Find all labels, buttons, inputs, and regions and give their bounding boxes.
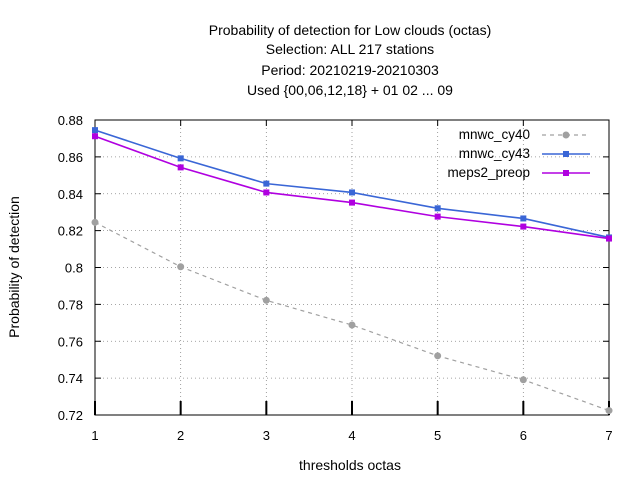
data-point-mnwc_cy43: [434, 205, 441, 212]
x-tick-label: 2: [177, 428, 184, 443]
data-point-mnwc_cy43: [520, 215, 527, 222]
data-point-meps2_preop: [606, 235, 612, 242]
data-point-mnwc_cy43: [177, 155, 184, 162]
data-point-meps2_preop: [349, 199, 355, 206]
plot-border: [94, 119, 610, 416]
y-tick-label: 0.76: [58, 334, 83, 349]
legend-marker-meps2_preop: [563, 170, 569, 176]
data-point-meps2_preop: [520, 223, 527, 230]
legend-label-mnwc_cy40: mnwc_cy40: [459, 127, 530, 142]
title-line-2: Selection: ALL 217 stations: [266, 41, 434, 57]
x-tick-label: 1: [91, 428, 98, 443]
data-point-mnwc_cy40: [262, 296, 270, 304]
y-tick-label: 0.72: [58, 408, 83, 423]
data-point-mnwc_cy40: [519, 376, 527, 384]
legend-marker-mnwc_cy43: [563, 151, 569, 157]
legend-label-mnwc_cy43: mnwc_cy43: [459, 146, 530, 161]
data-point-mnwc_cy43: [92, 127, 98, 134]
x-tick-label: 7: [605, 428, 612, 443]
data-point-mnwc_cy40: [177, 263, 185, 271]
data-point-meps2_preop: [263, 189, 270, 196]
x-tick-label: 3: [263, 428, 270, 443]
x-tick-label: 5: [434, 428, 441, 443]
x-tick-label: 4: [348, 428, 355, 443]
x-axis-title: thresholds octas: [299, 457, 401, 473]
title-line-4: Used {00,06,12,18} + 01 02 ... 09: [247, 82, 453, 98]
plot-area: [91, 127, 613, 415]
legend-label-meps2_preop: meps2_preop: [447, 165, 530, 180]
series-line-mnwc_cy43: [94, 129, 610, 239]
data-point-mnwc_cy40: [91, 218, 99, 226]
data-point-meps2_preop: [434, 213, 441, 220]
legend: mnwc_cy40 mnwc_cy43 meps2_preop: [447, 127, 590, 180]
series-line-meps2_preop: [94, 135, 610, 240]
data-point-mnwc_cy43: [349, 189, 355, 196]
data-point-mnwc_cy40: [348, 321, 356, 329]
y-tick-label: 0.88: [58, 113, 83, 128]
title-line-3: Period: 20210219-20210303: [261, 62, 439, 78]
data-point-mnwc_cy43: [263, 180, 270, 187]
y-tick-label: 0.84: [58, 187, 83, 202]
data-point-meps2_preop: [177, 164, 184, 171]
data-point-mnwc_cy40: [605, 407, 613, 415]
y-tick-label: 0.74: [58, 371, 83, 386]
y-tick-label: 0.78: [58, 297, 83, 312]
legend-marker-mnwc_cy40: [562, 131, 570, 139]
x-tick-label: 6: [520, 428, 527, 443]
data-point-mnwc_cy40: [434, 352, 442, 360]
axes: 0.72 0.74 0.76 0.78 0.8 0.82 0.84 0.86 0.88 1 2 3 4 5…: [58, 113, 613, 443]
y-axis-title: Probability of detection: [6, 196, 22, 338]
title-line-1: Probability of detection for Low clouds …: [209, 22, 491, 38]
y-tick-label: 0.82: [58, 224, 83, 239]
y-tick-label: 0.86: [58, 150, 83, 165]
chart-title: Probability of detection for Low clouds …: [209, 22, 491, 98]
data-point-meps2_preop: [92, 133, 98, 140]
grid: [95, 120, 609, 415]
y-tick-label: 0.8: [65, 261, 83, 276]
